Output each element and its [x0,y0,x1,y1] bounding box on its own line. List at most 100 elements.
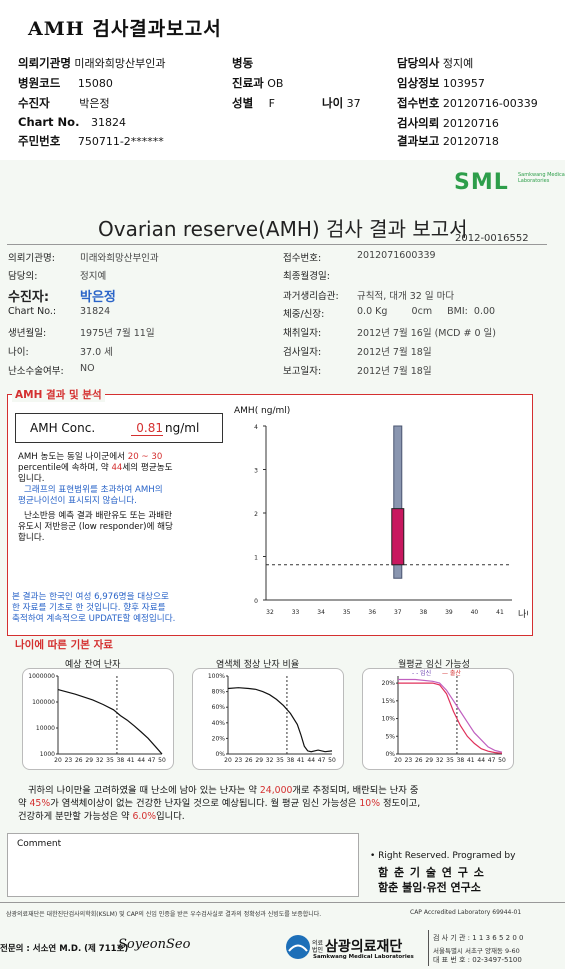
info-value: 미래와희망산부인과 [80,253,159,264]
info-label: 채취일자: [283,328,322,339]
document-title: AMH 검사결과보고서 [28,18,222,40]
series-line [57,689,163,755]
doctor-label: 담당의사 [397,56,440,70]
x-tick-label: 44 [477,757,485,764]
rights-institute-1: 함 춘 기 술 연 구 소 [378,866,485,879]
foundation-type: 의료법인 [312,940,324,954]
x-tick-label: 36 [368,609,376,616]
x-tick-label: 32 [266,609,274,616]
y-tick-label: 40% [212,720,226,727]
x-tick-label: 32 [436,757,444,764]
y-tick-label: 60% [212,704,226,711]
x-tick-label: 32 [96,757,104,764]
x-tick-label: 38 [457,757,465,764]
y-tick-label: 20% [382,680,396,687]
amh-conc-box: AMH Conc. 0.81 ng/ml [15,413,223,443]
foundation-logo-icon [286,935,310,959]
certification-note: 삼광의료재단은 대한진단검사의학회(KSLM) 및 CAP의 신임 인증을 받은… [6,911,322,918]
amh-chart-ylabel: AMH( ng/ml) [234,406,291,416]
y-tick-label: 15% [382,698,396,705]
dept-label: 진료과 [232,76,264,90]
report-title: Ovarian reserve(AMH) 검사 결과 보고서 [98,217,468,241]
amh-section-title: AMH 결과 및 분석 [12,387,105,402]
rights-institute-2: 함춘 불임·유전 연구소 [378,881,481,894]
x-tick-label: 35 [106,757,114,764]
ward-label: 병동 [232,56,254,70]
y-tick-label: 0% [385,751,395,758]
x-tick-label: 38 [420,609,428,616]
request-date-label: 검사의뢰 [397,116,440,130]
patient-value: 박은정 [79,97,110,110]
chart-box-eggs [22,668,174,770]
receipt-no-value: 20120716-00339 [442,97,538,110]
doctor-line: 전문의 : 서소연 M.D. (제 711호) [0,944,129,954]
info-value: 규칙적, 대개 32 일 마다 [357,291,455,302]
y-tick-label: 100000 [32,699,55,706]
age-section-title: 나이에 따른 기본 자료 [12,637,116,652]
x-tick-label: 26 [245,757,253,764]
header-row-1: 의뢰기관명 미래와희망산부인과 [18,56,166,70]
amh-conc-label: AMH Conc. [30,421,96,435]
x-tick-label: 23 [235,757,243,764]
y-tick-label: 1000000 [28,673,55,680]
info-label: 체중/신장: [283,309,325,320]
patient-label: 수진자 [18,96,50,110]
info-value: NO [80,363,95,374]
report-number: 2012-0016552 [455,233,529,244]
hospital-code-label: 병원코드 [18,76,61,90]
y-tick-label: 10% [382,716,396,723]
x-tick-label: 47 [148,757,156,764]
clinical-info-value: 103957 [442,77,485,90]
y-tick-label: 80% [212,689,226,696]
series-line [227,687,333,753]
footer-vertical-divider [428,930,429,966]
sex-value: F [268,97,275,110]
comment-box: Comment [7,833,359,897]
x-tick-label: 41 [496,609,504,616]
y-tick-label: 100% [208,673,225,680]
result-bar [391,508,405,566]
x-tick-label: 35 [343,609,351,616]
info-value: 2012071600339 [357,250,436,261]
amh-conc-unit: ng/ml [165,421,200,435]
info-label: 수진자: [8,290,50,305]
report-date-value: 20120718 [442,135,499,148]
x-tick-label: 41 [297,757,305,764]
receipt-no-label: 접수번호 [397,96,440,110]
chromosome-chart: 0% 20% 40% 60% 80% 100% 20 23 26 29 32 35 38 41 44 47 50 [208,673,336,764]
comment-label: Comment [17,839,62,849]
hospital-code-value: 15080 [77,77,113,90]
x-tick-label: 40 [471,609,479,616]
title-divider [7,244,547,245]
x-tick-label: 41 [467,757,475,764]
foundation-name-en: Samkwang Medical Laboratories [313,954,414,960]
y-tick-label: 10000 [36,725,55,732]
info-value: 37.0 세 [80,347,113,358]
info-value: 2012년 7월 18일 [357,366,432,377]
x-tick-label: 41 [127,757,135,764]
amh-description: AMH 농도는 동일 나이군에서 20 ~ 30 percentile에 속하며… [18,452,173,543]
x-tick-label: 20 [54,757,62,764]
patient-name: 박은정 [80,290,116,305]
chart-box-chromosome [192,668,344,770]
info-label: 생년월일: [8,328,47,339]
x-tick-label: 39 [445,609,453,616]
amh-note: 본 결과는 한국인 여성 6,976명을 대상으로 한 자료를 기초로 한 것입… [12,592,176,624]
eggs-chart: 1000 10000 100000 1000000 20 23 26 29 32 35 38 41 44… [28,673,166,764]
info-value: 정지예 [80,271,107,282]
rights-line: • Right Reserved. Programed by [370,851,516,861]
lab-address: 서울특별시 서초구 양재동 9-60 [433,947,520,955]
y-tick-label: 0 [254,598,258,605]
x-tick-label: 50 [158,757,166,764]
info-label: 최종월경일: [283,271,330,282]
cap-note: CAP Accredited Laboratory 69944-01 [410,909,522,916]
info-value: 1975년 7월 11일 [80,328,155,339]
series-line [398,678,503,753]
id-no-value: 750711-2****** [77,135,164,148]
footer-divider [0,902,565,903]
y-tick-label: 0% [215,751,225,758]
x-tick-label: 23 [65,757,73,764]
x-tick-label: 44 [137,757,145,764]
lab-phone: 대 표 번 호 : 02-3497-5100 [433,956,522,964]
legend-item: - - 임신 [412,669,431,677]
